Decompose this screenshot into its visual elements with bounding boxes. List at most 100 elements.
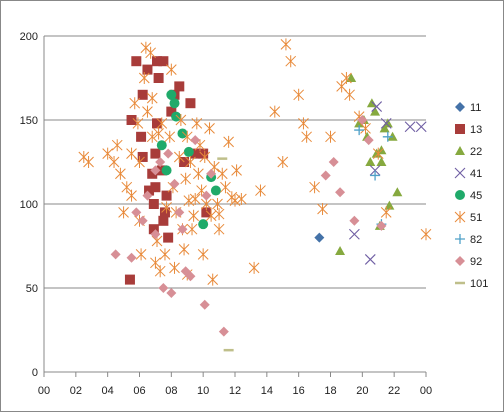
point-series-13 (198, 148, 209, 159)
point-series-13 (148, 199, 159, 209)
point-series-51 (164, 130, 176, 143)
point-series-92 (185, 271, 196, 282)
point-series-51 (102, 147, 114, 160)
point-series-41 (348, 228, 360, 240)
point-series-51 (191, 117, 203, 130)
point-series-51 (285, 55, 297, 68)
y-tick-label: 0 (32, 367, 38, 379)
point-series-92 (177, 224, 188, 235)
point-series-51 (360, 122, 371, 135)
point-series-51 (138, 72, 150, 84)
point-series-51 (169, 261, 180, 274)
point-series-13 (150, 148, 161, 159)
point-series-22 (346, 73, 357, 82)
point-series-13 (158, 215, 169, 226)
point-series-51 (197, 248, 209, 261)
point-series-51 (142, 105, 153, 118)
point-series-51 (193, 167, 204, 180)
point-series-51 (83, 156, 94, 168)
point-series-92 (150, 229, 161, 240)
point-series-51 (153, 127, 164, 140)
point-series-51 (420, 228, 432, 241)
point-series-45 (161, 165, 172, 176)
point-series-13 (150, 182, 161, 193)
point-series-51 (280, 38, 292, 51)
point-series-51 (183, 194, 195, 207)
point-series-45 (177, 128, 188, 139)
point-series-13 (166, 106, 177, 117)
point-series-51 (255, 184, 266, 197)
point-series-41 (369, 165, 381, 176)
point-series-82 (370, 170, 381, 181)
legend-label-41: 41 (470, 168, 482, 180)
point-series-92 (335, 187, 346, 198)
x-tick-label: 12 (229, 385, 241, 397)
x-tick-label: 04 (102, 385, 114, 397)
point-series-13 (159, 207, 170, 218)
point-series-51 (154, 265, 166, 278)
point-series-82 (382, 131, 393, 142)
point-series-51 (213, 223, 225, 236)
point-series-92 (142, 190, 153, 201)
point-series-51 (173, 150, 185, 163)
x-tick-label: 00 (38, 385, 50, 397)
point-series-51 (135, 248, 147, 261)
point-series-51 (189, 192, 201, 205)
point-series-92 (349, 215, 360, 226)
point-series-51 (341, 72, 352, 84)
point-series-41 (404, 121, 416, 133)
point-series-92 (376, 220, 387, 231)
point-series-22 (392, 187, 403, 197)
legend-label-51: 51 (470, 212, 482, 224)
point-series-51 (248, 261, 260, 274)
point-series-51 (126, 189, 137, 202)
point-series-51 (145, 46, 156, 59)
point-series-51 (165, 63, 177, 76)
point-series-13 (142, 64, 153, 75)
point-series-51 (156, 117, 168, 130)
point-series-92 (199, 299, 210, 310)
point-series-45 (169, 98, 180, 109)
point-series-51 (132, 117, 144, 130)
axes: 0 50 100 150 200 00 02 04 06 08 10 12 14 16 18 20 22 00 (20, 31, 432, 397)
x-tick-label: 22 (388, 385, 400, 397)
y-tick-label: 200 (20, 31, 38, 43)
x-tick-label: 10 (197, 385, 209, 397)
point-series-92 (126, 252, 137, 263)
point-series-22 (365, 157, 376, 166)
point-series-45 (156, 140, 167, 151)
y-tick-label: 50 (26, 283, 38, 295)
legend-label-92: 92 (470, 256, 482, 268)
point-series-41 (380, 117, 392, 129)
point-series-92 (163, 148, 174, 159)
point-series-51 (188, 209, 199, 222)
point-series-92 (137, 215, 148, 226)
point-series-51 (212, 198, 223, 210)
point-series-13 (201, 207, 212, 218)
point-series-13 (174, 81, 185, 92)
point-series-51 (159, 248, 171, 261)
point-series-92 (206, 168, 217, 179)
point-series-92 (357, 115, 368, 125)
point-series-13 (124, 274, 135, 285)
point-series-51 (161, 201, 172, 214)
x-tick-label: 18 (324, 385, 336, 397)
legend-marker-11 (455, 102, 465, 112)
point-series-13 (190, 148, 201, 159)
legend-label-101: 101 (470, 278, 488, 290)
point-series-51 (115, 167, 126, 180)
legend-label-82: 82 (470, 234, 482, 246)
point-series-51 (293, 88, 305, 101)
point-series-22 (371, 148, 382, 158)
point-series-92 (174, 207, 185, 218)
data-points (78, 38, 432, 352)
legend-marker-82 (455, 234, 465, 244)
point-series-51 (298, 117, 309, 130)
x-tick-label: 08 (165, 385, 177, 397)
point-series-22 (382, 118, 393, 128)
point-series-51 (216, 167, 228, 180)
point-series-13 (137, 151, 148, 162)
point-series-41 (364, 254, 376, 265)
point-series-13 (158, 56, 169, 67)
